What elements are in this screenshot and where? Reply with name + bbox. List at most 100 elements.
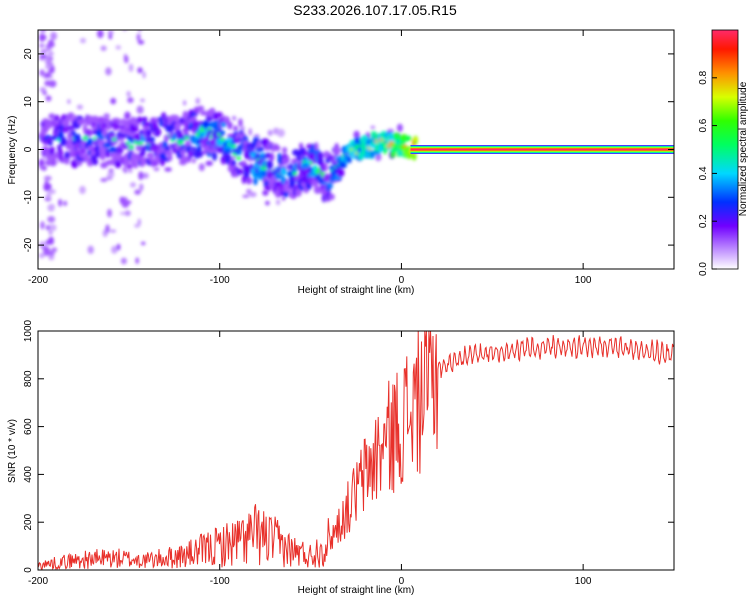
band-blob: [76, 133, 81, 143]
band-blob: [45, 159, 51, 167]
band-blob: [167, 154, 173, 162]
band-peak: [129, 145, 135, 149]
noise-blob: [375, 153, 382, 162]
band-blob: [119, 133, 127, 139]
band-blob: [62, 127, 69, 133]
band-blob: [174, 115, 179, 121]
band-blob: [253, 163, 260, 169]
noise-blob: [124, 55, 129, 64]
x-tick-label: 0: [399, 576, 405, 587]
band-peak: [199, 128, 205, 133]
band-blob: [327, 181, 333, 189]
band-blob: [336, 168, 345, 178]
noise-blob: [47, 51, 54, 56]
band-blob: [282, 147, 288, 154]
noise-blob: [119, 196, 124, 204]
colorbar-tick-label: 0.0: [698, 262, 709, 276]
band-blob: [133, 161, 139, 169]
band-blob: [391, 146, 400, 152]
band-blob: [227, 121, 233, 130]
noise-blob: [142, 172, 149, 179]
band-blob: [216, 111, 223, 118]
noise-blob: [48, 231, 53, 235]
band-blob: [231, 159, 237, 167]
band-blob: [67, 125, 75, 131]
band-blob: [144, 129, 153, 137]
band-blob: [142, 157, 148, 165]
y-tick-label: 800: [23, 370, 34, 387]
noise-blob: [120, 257, 127, 265]
noise-blob: [49, 224, 57, 232]
noise-blob: [111, 245, 118, 254]
colorbar-tick-label: 0.8: [698, 70, 709, 84]
y-tick-label: 10: [23, 96, 34, 108]
noise-blob: [51, 247, 58, 253]
band-blob: [322, 173, 331, 183]
band-blob: [292, 149, 300, 156]
band-blob: [180, 155, 188, 165]
noise-blob: [353, 130, 360, 139]
x-tick-label: 100: [575, 576, 592, 587]
band-blob: [156, 129, 161, 135]
band-blob: [313, 164, 318, 174]
noise-blob: [249, 191, 257, 198]
noise-blob: [43, 182, 51, 192]
band-peak: [292, 171, 298, 176]
noise-blob: [87, 245, 94, 254]
noise-blob: [100, 178, 108, 182]
noise-blob: [136, 35, 141, 42]
noise-blob: [205, 160, 213, 166]
band-blob: [265, 160, 274, 170]
band-blob: [38, 158, 45, 168]
noise-blob: [80, 37, 86, 44]
band-peak: [138, 141, 144, 145]
colorbar-label: Normalized spectral amplitude: [738, 81, 749, 216]
band-blob: [136, 116, 143, 124]
noise-blob: [45, 44, 53, 48]
band-blob: [283, 190, 289, 198]
noise-blob: [50, 251, 55, 255]
noise-blob: [39, 43, 45, 48]
noise-blob: [58, 198, 62, 207]
band-peak: [388, 140, 394, 145]
band-blob: [92, 158, 99, 166]
noise-blob: [39, 33, 45, 42]
band-blob: [313, 185, 322, 194]
noise-blob: [128, 168, 133, 174]
noise-blob: [48, 25, 54, 29]
noise-blob: [116, 243, 121, 251]
band-blob: [48, 113, 56, 120]
band-blob: [67, 141, 72, 149]
band-blob: [77, 118, 85, 125]
band-blob: [288, 163, 294, 170]
band-blob: [252, 177, 258, 186]
band-blob: [209, 108, 215, 117]
noise-blob: [105, 224, 110, 234]
band-blob: [289, 179, 296, 189]
band-blob: [311, 158, 317, 164]
noise-blob: [136, 105, 144, 115]
spectrogram-ylabel: Frequency (Hz): [7, 116, 18, 185]
band-blob: [347, 157, 352, 164]
y-tick-label: 400: [23, 466, 34, 483]
band-blob: [192, 120, 199, 126]
band-blob: [144, 121, 151, 128]
x-tick-label: 100: [575, 275, 592, 286]
band-blob: [149, 136, 155, 143]
noise-blob: [138, 171, 144, 181]
noise-blob: [265, 200, 270, 206]
noise-blob: [183, 100, 187, 106]
spectrogram-y-axis: -20 -10 0 10 20: [23, 48, 674, 252]
y-tick-label: 0: [23, 146, 34, 152]
band-blob: [273, 145, 281, 151]
noise-blob: [242, 194, 250, 198]
snr-xlabel: Height of straight line (km): [298, 585, 415, 596]
band-blob: [179, 149, 186, 156]
noise-blob: [47, 216, 56, 223]
band-blob: [59, 136, 67, 147]
noise-blob: [140, 98, 145, 103]
noise-blob: [110, 97, 117, 105]
band-blob: [201, 120, 210, 129]
